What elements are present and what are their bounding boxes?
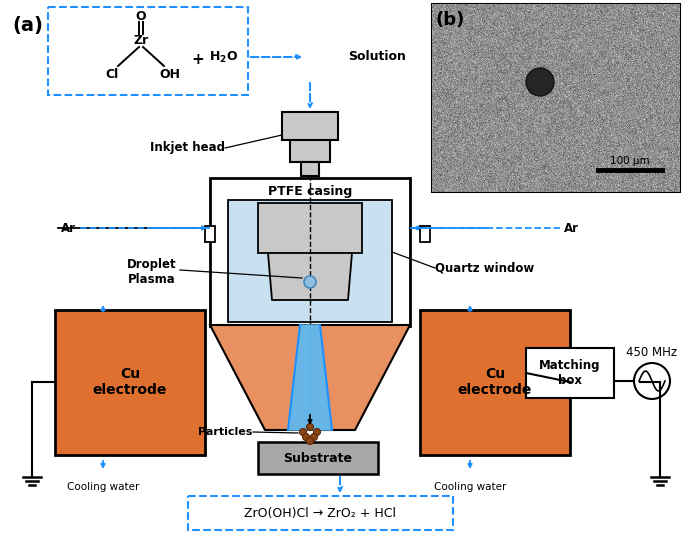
- Circle shape: [634, 363, 670, 399]
- Text: Solution: Solution: [348, 50, 406, 64]
- Text: 450 MHz: 450 MHz: [627, 346, 677, 360]
- Text: PTFE casing: PTFE casing: [268, 186, 352, 198]
- Bar: [420, 310, 570, 455]
- Circle shape: [306, 423, 314, 430]
- Polygon shape: [268, 253, 352, 300]
- Text: Zr: Zr: [134, 33, 149, 47]
- Text: Ar: Ar: [564, 222, 579, 234]
- Bar: [290, 112, 330, 162]
- Text: Quartz window: Quartz window: [435, 261, 534, 274]
- Text: Substrate: Substrate: [284, 452, 353, 464]
- Circle shape: [314, 428, 321, 435]
- FancyBboxPatch shape: [48, 7, 248, 95]
- Text: (b): (b): [435, 11, 464, 29]
- Bar: [526, 348, 614, 398]
- Text: (a): (a): [12, 16, 43, 35]
- Text: Particles: Particles: [198, 427, 252, 437]
- Bar: [258, 203, 362, 253]
- Text: Cooling water: Cooling water: [67, 482, 139, 492]
- Bar: [433, 5, 679, 191]
- Text: Droplet
Plasma: Droplet Plasma: [127, 258, 177, 286]
- Polygon shape: [210, 325, 410, 430]
- Bar: [282, 112, 338, 140]
- Circle shape: [306, 438, 314, 444]
- Text: Cu
electrode: Cu electrode: [458, 367, 532, 397]
- Polygon shape: [288, 325, 332, 430]
- Text: Inkjet head: Inkjet head: [150, 141, 225, 155]
- Circle shape: [526, 68, 554, 96]
- Bar: [228, 200, 392, 322]
- Text: Cooling water: Cooling water: [434, 482, 506, 492]
- Text: OH: OH: [160, 68, 181, 80]
- Circle shape: [304, 276, 316, 288]
- Circle shape: [310, 433, 318, 440]
- Text: Cu
electrode: Cu electrode: [92, 367, 167, 397]
- Bar: [210, 178, 410, 326]
- FancyBboxPatch shape: [188, 496, 453, 530]
- Text: 100 μm: 100 μm: [610, 156, 650, 166]
- Bar: [432, 4, 680, 192]
- Text: +: +: [192, 53, 204, 68]
- Bar: [205, 226, 215, 242]
- Bar: [301, 162, 319, 176]
- Circle shape: [303, 433, 310, 440]
- Text: Matching
box: Matching box: [539, 359, 601, 387]
- Bar: [258, 442, 378, 474]
- Text: Cl: Cl: [105, 68, 119, 80]
- Bar: [420, 226, 430, 242]
- Text: Ar: Ar: [61, 222, 76, 234]
- Text: O: O: [136, 9, 147, 23]
- Circle shape: [299, 428, 306, 435]
- Bar: [55, 310, 205, 455]
- Text: ZrO(OH)Cl → ZrO₂ + HCl: ZrO(OH)Cl → ZrO₂ + HCl: [244, 506, 396, 520]
- Text: $\mathbf{H_2O}$: $\mathbf{H_2O}$: [210, 49, 238, 65]
